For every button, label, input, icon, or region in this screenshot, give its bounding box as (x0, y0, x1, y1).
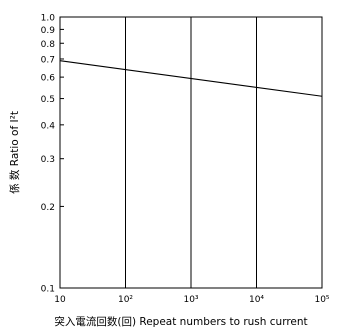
x-tick-label: 10⁴ (249, 295, 264, 305)
y-tick-label: 0.1 (41, 285, 55, 295)
y-tick-label: 0.8 (41, 40, 56, 50)
x-tick-label: 10⁵ (314, 295, 329, 305)
series-line (59, 60, 323, 97)
axes-layer (59, 16, 323, 289)
label-layer: 突入電流回数(回) Repeat numbers to rush current… (8, 111, 308, 328)
y-tick-label: 0.5 (41, 95, 55, 105)
x-tick-label: 10³ (183, 295, 198, 305)
y-tick-label: 0.4 (41, 121, 56, 131)
y-tick-label: 0.6 (41, 74, 56, 84)
x-tick-label: 10 (54, 295, 66, 305)
y-tick-label: 1.0 (41, 14, 56, 24)
tick-layer: 10 10² 10³ 10⁴ 10⁵ 0.1 0.2 0.3 0.4 0.5 0.6 0.7 0.8 0.… (41, 14, 330, 306)
y-tick-label: 0.3 (41, 155, 55, 165)
y-axis-label: 係 数 Ratio of I²t (8, 111, 21, 194)
y-tick-label: 0.7 (41, 55, 55, 65)
grid-layer (125, 17, 257, 288)
plot-frame (59, 16, 323, 289)
y-tick-label: 0.2 (41, 203, 55, 213)
x-axis-label: 突入電流回数(回) Repeat numbers to rush current (54, 315, 307, 328)
y-tick-label: 0.9 (41, 26, 56, 36)
series-layer (59, 60, 323, 97)
x-tick-label: 10² (118, 295, 133, 305)
